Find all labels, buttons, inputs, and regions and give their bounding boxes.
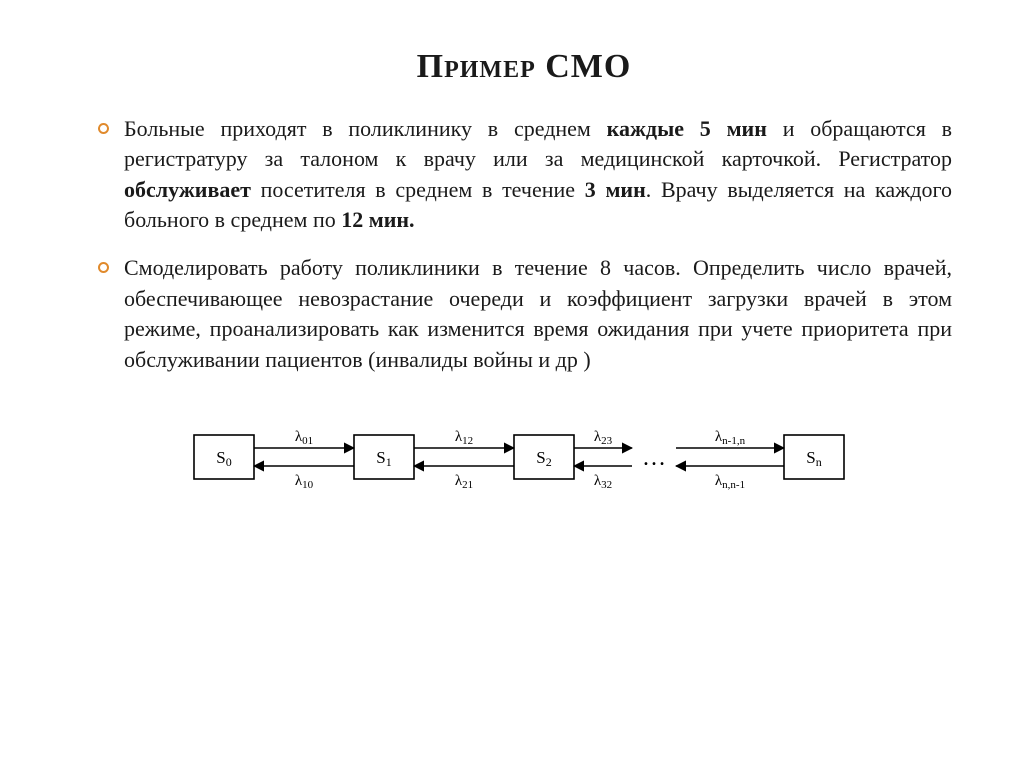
svg-text:λn,n-1: λn,n-1 [715,473,745,491]
text-bold: обслуживает [124,177,251,202]
svg-text:S2: S2 [536,448,551,469]
svg-text:λ01: λ01 [295,429,313,447]
svg-text:λ32: λ32 [594,473,612,491]
text-bold: 12 мин. [341,207,414,232]
text-bold: 3 мин [585,177,646,202]
text: Смоделировать работу поликлиники в течен… [124,255,952,371]
svg-text:λ23: λ23 [594,429,613,447]
svg-text:λn-1,n: λn-1,n [715,429,746,447]
svg-text:S0: S0 [216,448,231,469]
svg-text:S1: S1 [376,448,391,469]
svg-text:λ21: λ21 [455,473,473,491]
text: Больные приходят в поликлинику в среднем [124,116,607,141]
text-bold: каждые 5 мин [607,116,767,141]
text: посетителя в среднем в течение [251,177,585,202]
bullet-list: Больные приходят в поликлинику в среднем… [96,114,952,375]
svg-text:λ12: λ12 [455,429,473,447]
list-item: Больные приходят в поликлинику в среднем… [96,114,952,235]
state-chain-diagram: S0 S1 S2 Sn … λ01 λ10 λ12 λ21 λ23 λ32 λn-1,n λn,n-1 [96,393,952,513]
svg-text:…: … [642,445,666,471]
svg-text:λ10: λ10 [295,473,314,491]
svg-text:Sn: Sn [806,448,821,469]
slide-title: Пример СМО [96,48,952,86]
list-item: Смоделировать работу поликлиники в течен… [96,253,952,374]
